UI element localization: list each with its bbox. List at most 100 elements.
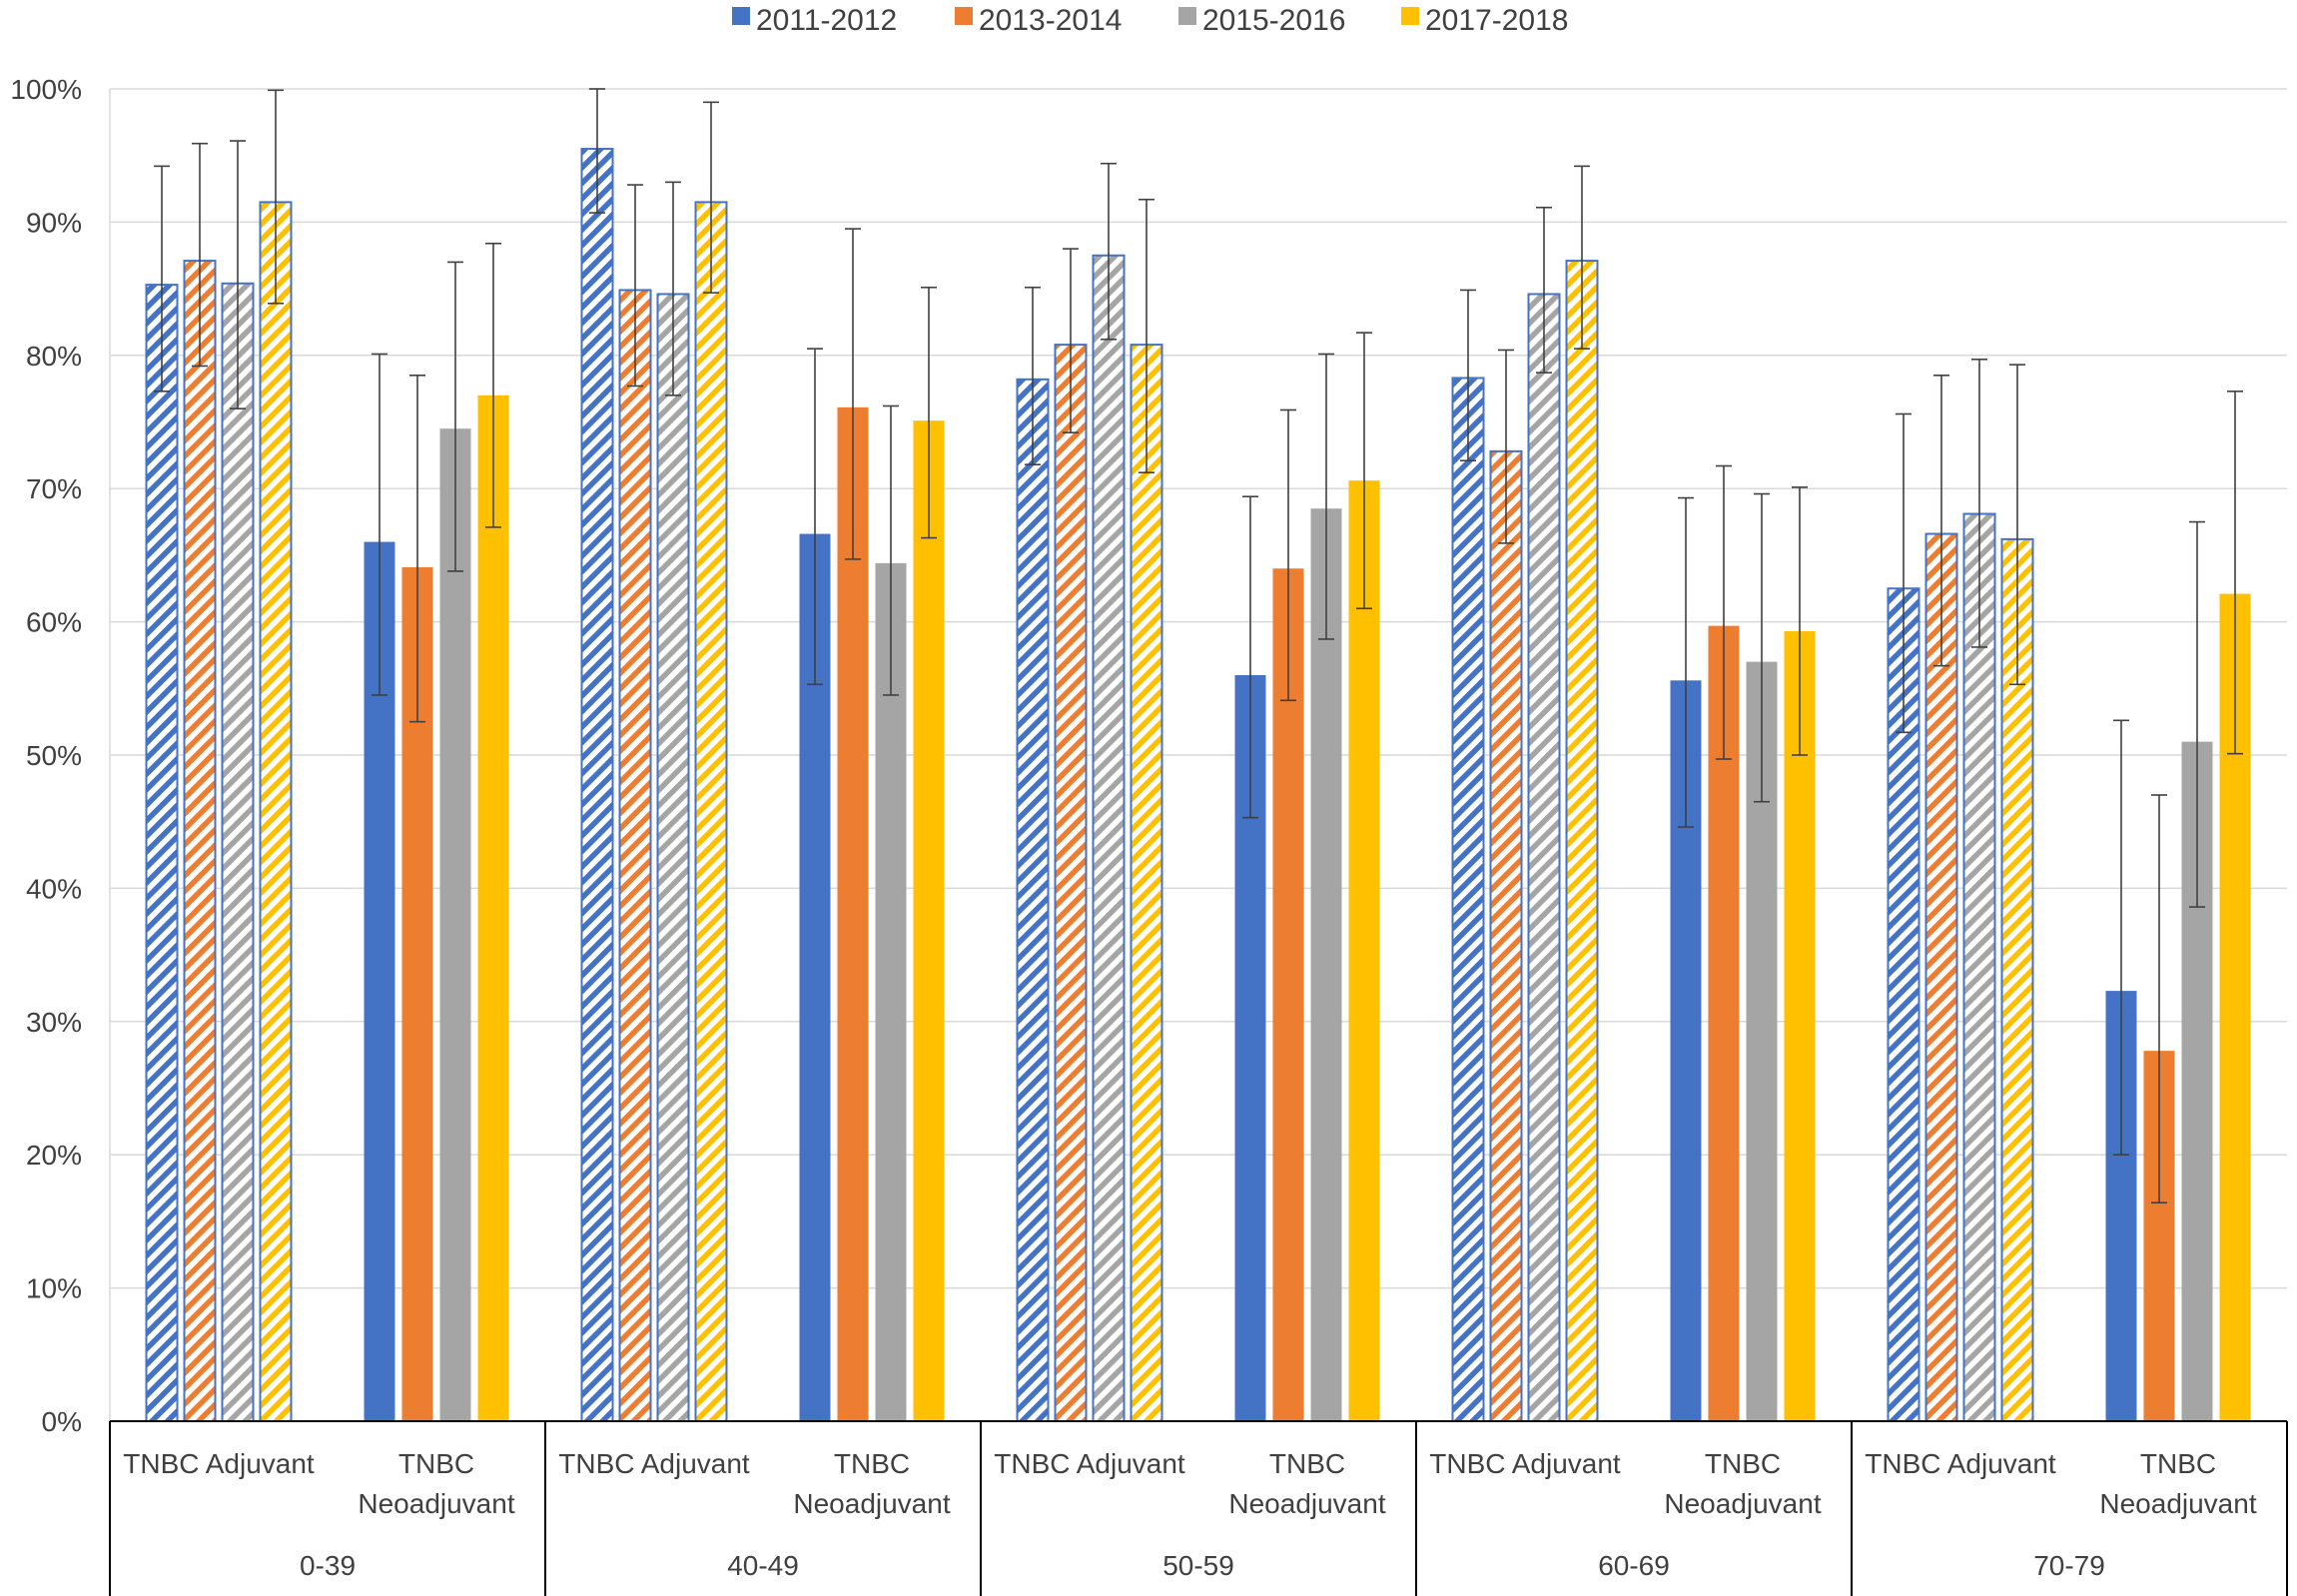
- y-tick-label: 60%: [26, 607, 82, 638]
- x-subcategory-label: Neoadjuvant: [1664, 1488, 1821, 1519]
- x-subcategory-label: TNBC: [2140, 1448, 2216, 1479]
- x-subcategory-label: TNBC Adjuvant: [558, 1448, 750, 1479]
- error-bar-50-59-neoadjuvant-2013-2014: [1280, 408, 1296, 702]
- bar-0-39-adjuvant-2013-2014: [183, 260, 217, 1422]
- error-bar-40-49-adjuvant-2015-2016: [665, 181, 681, 397]
- error-bar-60-69-neoadjuvant-2013-2014: [1716, 464, 1732, 760]
- bar-50-59-adjuvant-2017-2018: [1130, 344, 1163, 1422]
- error-bar-40-49-neoadjuvant-2013-2014: [845, 228, 861, 560]
- error-bar-0-39-adjuvant-2015-2016: [230, 140, 246, 409]
- x-subcategory-label: TNBC Adjuvant: [1429, 1448, 1621, 1479]
- y-tick-label: 10%: [26, 1273, 82, 1304]
- error-bar-0-39-neoadjuvant-2013-2014: [409, 375, 425, 723]
- x-group-label-70-79: 70-79: [2033, 1550, 2105, 1581]
- error-bar-50-59-neoadjuvant-2017-2018: [1356, 332, 1372, 610]
- x-subcategory-label: Neoadjuvant: [2099, 1488, 2256, 1519]
- x-group-label-40-49: 40-49: [727, 1550, 799, 1581]
- bar-60-69-adjuvant-2011-2012: [1451, 377, 1485, 1422]
- legend-label-2017-2018: 2017-2018: [1425, 4, 1568, 37]
- x-group-label-50-59: 50-59: [1162, 1550, 1234, 1581]
- error-bars: [154, 88, 2243, 1204]
- bar-60-69-adjuvant-2013-2014: [1489, 449, 1523, 1422]
- error-bar-70-79-adjuvant-2013-2014: [1933, 375, 1949, 667]
- y-tick-label: 50%: [26, 740, 82, 771]
- bar-0-39-adjuvant-2015-2016: [221, 282, 255, 1422]
- legend-swatch-2017-2018: [1401, 7, 1419, 25]
- bar-40-49-neoadjuvant-2013-2014: [837, 406, 869, 1421]
- y-tick-label: 40%: [26, 873, 82, 904]
- legend-swatch-2013-2014: [955, 7, 973, 25]
- error-bar-60-69-neoadjuvant-2015-2016: [1754, 492, 1770, 803]
- gridlines: [109, 88, 2287, 1421]
- error-bar-40-49-adjuvant-2011-2012: [589, 88, 605, 214]
- legend-label-2013-2014: 2013-2014: [979, 4, 1122, 37]
- error-bar-40-49-neoadjuvant-2015-2016: [883, 404, 899, 696]
- x-subcategory-label: TNBC Adjuvant: [994, 1448, 1185, 1479]
- bar-0-39-neoadjuvant-2015-2016: [439, 428, 471, 1421]
- x-subcategory-label: TNBC Adjuvant: [123, 1448, 315, 1479]
- bar-50-59-neoadjuvant-2015-2016: [1310, 508, 1342, 1422]
- error-bar-70-79-adjuvant-2015-2016: [1971, 359, 1987, 648]
- x-axis: TNBC Adjuvant TNBC Neoadjuvant 0-39 TNBC Adj…: [109, 1420, 2288, 1596]
- bars: [145, 148, 2251, 1423]
- bar-40-49-neoadjuvant-2015-2016: [875, 562, 907, 1421]
- bar-0-39-adjuvant-2017-2018: [259, 201, 293, 1422]
- error-bar-40-49-adjuvant-2013-2014: [627, 184, 643, 388]
- x-subcategory-label: TNBC Adjuvant: [1865, 1448, 2056, 1479]
- error-bar-60-69-adjuvant-2013-2014: [1498, 349, 1514, 544]
- bar-70-79-adjuvant-2013-2014: [1924, 532, 1958, 1422]
- error-bar-50-59-adjuvant-2013-2014: [1063, 248, 1079, 433]
- error-bar-60-69-adjuvant-2015-2016: [1536, 206, 1552, 374]
- y-axis: 0% 10% 20% 30% 40% 50% 60% 70% 80% 90% 100%: [10, 74, 82, 1437]
- error-bar-0-39-neoadjuvant-2011-2012: [372, 353, 387, 696]
- error-bar-0-39-adjuvant-2013-2014: [192, 142, 208, 368]
- x-subcategory-label: Neoadjuvant: [1228, 1488, 1385, 1519]
- bar-50-59-adjuvant-2015-2016: [1092, 254, 1126, 1422]
- error-bar-70-79-neoadjuvant-2015-2016: [2189, 520, 2205, 908]
- error-bar-50-59-adjuvant-2011-2012: [1025, 286, 1041, 465]
- error-bar-70-79-neoadjuvant-2013-2014: [2151, 794, 2167, 1204]
- bar-60-69-adjuvant-2015-2016: [1527, 293, 1561, 1422]
- y-tick-label: 0%: [42, 1406, 82, 1437]
- bar-0-39-neoadjuvant-2017-2018: [477, 395, 509, 1421]
- bar-40-49-neoadjuvant-2017-2018: [913, 420, 945, 1421]
- bar-40-49-adjuvant-2013-2014: [618, 289, 652, 1423]
- bar-60-69-neoadjuvant-2017-2018: [1784, 630, 1816, 1421]
- bar-50-59-adjuvant-2013-2014: [1054, 344, 1088, 1422]
- x-subcategory-label: TNBC: [398, 1448, 474, 1479]
- bar-40-49-adjuvant-2015-2016: [656, 293, 690, 1422]
- y-tick-label: 80%: [26, 341, 82, 372]
- x-group-label-0-39: 0-39: [300, 1550, 356, 1581]
- error-bar-60-69-adjuvant-2011-2012: [1460, 289, 1476, 461]
- bar-0-39-adjuvant-2011-2012: [145, 284, 179, 1422]
- error-bar-50-59-neoadjuvant-2015-2016: [1318, 353, 1334, 640]
- error-bar-40-49-neoadjuvant-2011-2012: [807, 348, 823, 686]
- bar-70-79-adjuvant-2015-2016: [1962, 512, 1996, 1422]
- error-bar-70-79-adjuvant-2017-2018: [2009, 364, 2025, 686]
- y-tick-label: 100%: [10, 74, 82, 105]
- error-bar-70-79-adjuvant-2011-2012: [1896, 412, 1912, 734]
- error-bar-40-49-neoadjuvant-2017-2018: [921, 286, 937, 539]
- error-bar-70-79-neoadjuvant-2017-2018: [2227, 391, 2243, 755]
- x-subcategory-label: Neoadjuvant: [793, 1488, 950, 1519]
- error-bar-60-69-neoadjuvant-2011-2012: [1678, 496, 1694, 828]
- error-bar-50-59-adjuvant-2015-2016: [1101, 162, 1117, 341]
- x-subcategory-label: TNBC: [1269, 1448, 1345, 1479]
- legend-label-2011-2012: 2011-2012: [756, 4, 897, 37]
- y-tick-label: 20%: [26, 1140, 82, 1171]
- error-bar-60-69-adjuvant-2017-2018: [1574, 165, 1590, 350]
- bar-40-49-adjuvant-2017-2018: [694, 201, 728, 1422]
- legend-swatch-2011-2012: [732, 7, 750, 25]
- bar-50-59-adjuvant-2011-2012: [1016, 378, 1050, 1422]
- error-bar-40-49-adjuvant-2017-2018: [703, 101, 719, 294]
- bar-50-59-neoadjuvant-2017-2018: [1348, 480, 1380, 1421]
- bar-50-59-neoadjuvant-2013-2014: [1272, 568, 1304, 1421]
- bar-40-49-adjuvant-2011-2012: [580, 148, 614, 1422]
- legend-label-2015-2016: 2015-2016: [1202, 4, 1345, 37]
- bar-60-69-adjuvant-2017-2018: [1565, 260, 1599, 1422]
- legend-swatch-2015-2016: [1178, 7, 1196, 25]
- x-subcategory-label: TNBC: [834, 1448, 910, 1479]
- error-bar-0-39-neoadjuvant-2015-2016: [447, 261, 463, 572]
- x-group-label-60-69: 60-69: [1598, 1550, 1670, 1581]
